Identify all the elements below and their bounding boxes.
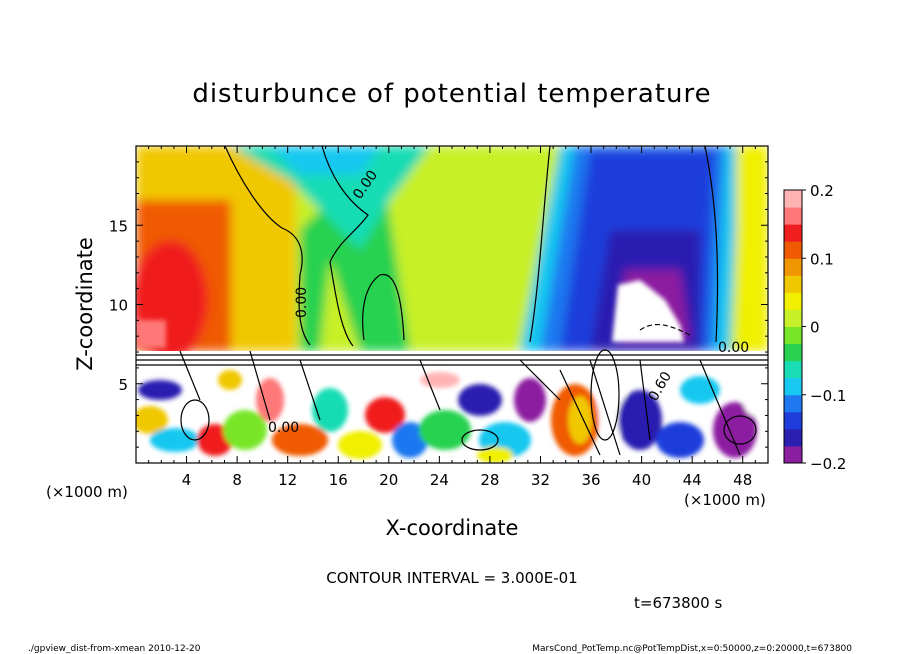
x-tick-labels: 4 8 12 16 20 24 28 32 36 40 44 48 <box>182 471 752 489</box>
colorbar-segment <box>784 343 802 362</box>
footer-right: MarsCond_PotTemp.nc@PotTempDist,x=0:5000… <box>532 644 852 654</box>
contour-label: 0.00 <box>718 340 749 356</box>
x-tick-label: 8 <box>232 471 242 489</box>
colorbar-segment <box>784 428 802 447</box>
colorbar-segment <box>784 377 802 396</box>
y-tick-label: 5 <box>118 376 128 394</box>
x-tick-label: 20 <box>379 471 398 489</box>
x-tick-label: 4 <box>182 471 192 489</box>
colorbar-tick-label: 0.2 <box>810 182 834 200</box>
heatmap-lower-field <box>136 351 768 463</box>
colorbar-segment <box>784 445 802 464</box>
colorbar-segment <box>784 207 802 225</box>
colorbar-segment <box>784 326 802 345</box>
x-axis-label: X-coordinate <box>386 516 519 540</box>
y-tick-label: 10 <box>109 297 128 315</box>
x-tick-label: 28 <box>480 471 499 489</box>
x-unit-label: (×1000 m) <box>684 491 766 509</box>
colorbar-tick-label: −0.1 <box>810 387 846 405</box>
colorbar-tick-labels: 0.2 0.1 0 −0.1 −0.2 <box>802 182 846 473</box>
y-unit-label: (×1000 m) <box>46 483 128 501</box>
colorbar-segment <box>784 275 802 293</box>
axis-ticks <box>136 146 768 463</box>
y-tick-label: 15 <box>109 217 128 235</box>
colorbar-segment <box>784 241 802 259</box>
colorbar <box>784 190 802 464</box>
contour-label: 0.00 <box>294 287 310 318</box>
y-tick-labels: 5 10 15 <box>109 217 128 394</box>
colorbar-segment <box>784 411 802 430</box>
colorbar-segment <box>784 360 802 379</box>
x-tick-label: 44 <box>683 471 702 489</box>
x-tick-label: 40 <box>632 471 651 489</box>
colorbar-segment <box>784 258 802 276</box>
heatmap-upper-details <box>136 280 684 348</box>
colorbar-segment <box>784 292 802 310</box>
time-label: t=673800 s <box>634 594 722 612</box>
contour-lines <box>136 146 768 456</box>
colorbar-segment <box>784 190 802 208</box>
x-tick-label: 32 <box>531 471 550 489</box>
y-axis-label: Z-coordinate <box>73 237 97 371</box>
chart-title: disturbunce of potential temperature <box>192 79 711 109</box>
x-tick-label: 48 <box>733 471 752 489</box>
colorbar-tick-label: 0.1 <box>810 250 834 268</box>
colorbar-segment <box>784 394 802 413</box>
contour-label: 0.00 <box>268 420 299 436</box>
x-tick-label: 12 <box>278 471 297 489</box>
colorbar-segment <box>784 224 802 242</box>
plot-area: 0.00 0.00 0.00 0.60 0.00 <box>136 146 768 463</box>
colorbar-segment <box>784 309 802 327</box>
footer-left: ./gpview_dist-from-xmean 2010-12-20 <box>28 644 201 654</box>
contour-interval-label: CONTOUR INTERVAL = 3.000E-01 <box>326 569 577 587</box>
x-tick-label: 24 <box>430 471 449 489</box>
colorbar-tick-label: −0.2 <box>810 455 846 473</box>
x-tick-label: 16 <box>329 471 348 489</box>
colorbar-tick-label: 0 <box>810 319 820 337</box>
heatmap-upper-field <box>136 146 768 360</box>
x-tick-label: 36 <box>581 471 600 489</box>
